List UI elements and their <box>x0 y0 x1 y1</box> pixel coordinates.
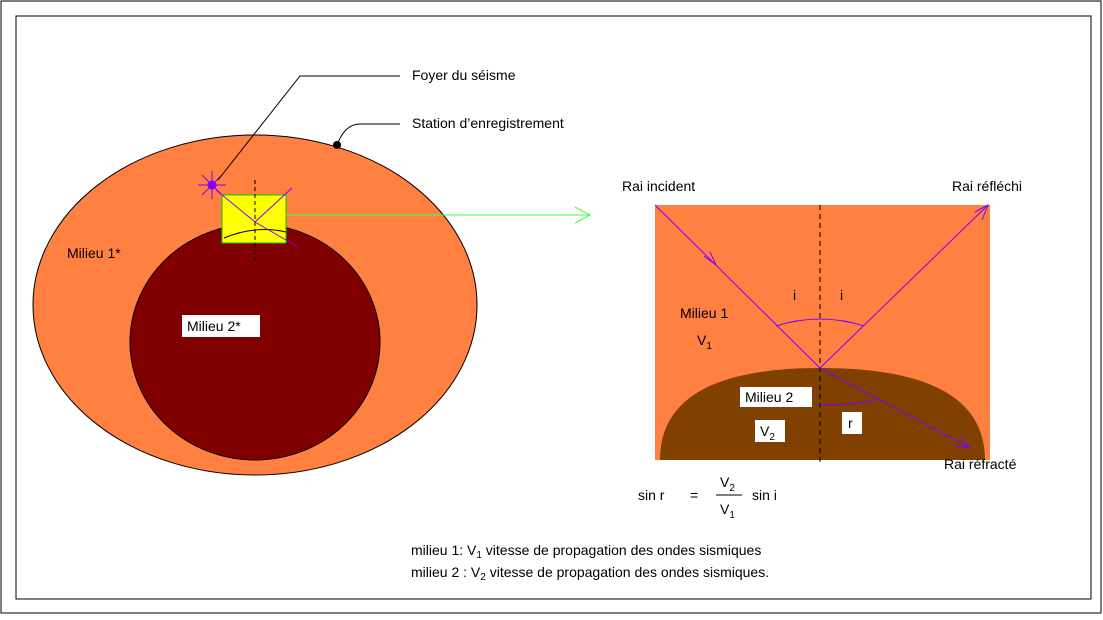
medium-label: Milieu 1 <box>680 305 728 321</box>
ray-label: Rai réfracté <box>944 456 1017 472</box>
ray-label: Rai réfléchi <box>952 178 1022 194</box>
angle-label: r <box>848 415 853 431</box>
station-label: Station d’enregistrement <box>412 115 564 131</box>
legend-text: vitesse de propagation des ondes sismiqu… <box>486 564 769 580</box>
focus-label: Foyer du séisme <box>412 67 516 83</box>
formula-lhs: sin r <box>638 487 665 503</box>
angle-label: i <box>793 287 796 303</box>
num-sub: 2 <box>729 483 735 494</box>
formula-eq: = <box>690 487 698 503</box>
medium-label: Milieu 2* <box>187 318 241 334</box>
speed-sub: 2 <box>769 432 775 443</box>
legend-text: milieu 2 : V <box>411 564 481 580</box>
formula-rhs: sin i <box>752 487 777 503</box>
medium-label: Milieu 2 <box>745 389 793 405</box>
legend-text: milieu 1: V <box>411 542 477 558</box>
medium-label: Milieu 1* <box>67 245 121 261</box>
legend-text: vitesse de propagation des ondes sismiqu… <box>482 542 761 558</box>
angle-label: i <box>840 287 843 303</box>
speed-sub: 1 <box>706 341 712 352</box>
den-sub: 1 <box>729 510 735 521</box>
diagram: Foyer du séisme Station d’enregistrement… <box>0 0 1103 615</box>
ray-label: Rai incident <box>622 178 695 194</box>
